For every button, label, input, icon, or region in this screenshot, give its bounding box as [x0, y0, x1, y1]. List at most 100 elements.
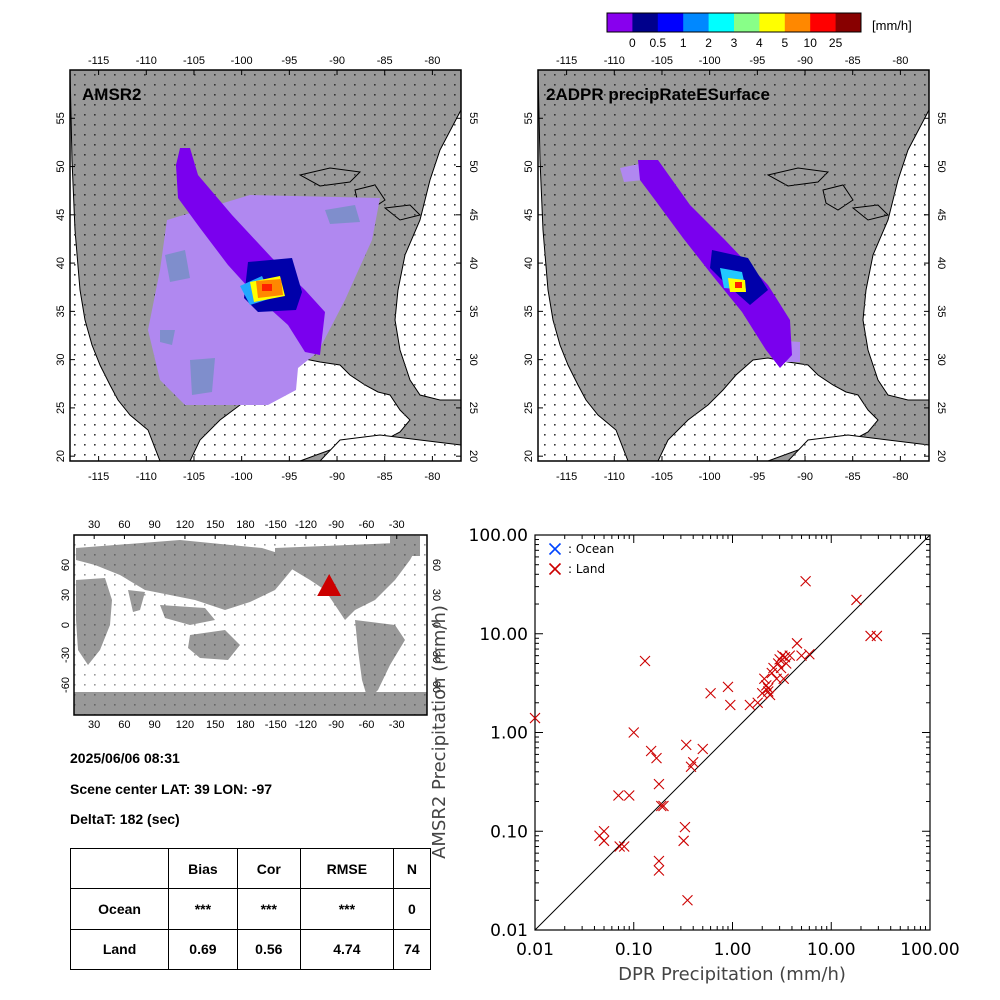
- world-lon-tick-label: -90: [328, 519, 344, 531]
- stats-header-cell: N: [392, 847, 432, 890]
- scatter-point: [752, 697, 764, 709]
- scatter-point-stroke: [614, 841, 626, 852]
- world-lon-tick-label: 30: [88, 719, 100, 731]
- scatter-point: [778, 673, 790, 685]
- map-lon-tick-label: -95: [749, 55, 765, 67]
- stats-cell: 0.56: [236, 928, 301, 971]
- one-to-one-line: [534, 534, 931, 931]
- colorbar-tick-label: 2: [705, 36, 712, 50]
- scatter-point: [762, 682, 774, 694]
- scatter-point-stroke: [653, 855, 665, 867]
- map-lat-tick-label: 25: [55, 402, 67, 414]
- world-lon-tick-label: 60: [118, 519, 130, 531]
- map-lat-tick-label: 30: [935, 354, 947, 366]
- stats-cell: 0.69: [168, 928, 238, 971]
- map-lat-tick-label: 40: [467, 257, 479, 269]
- world-lon-tick-label: -30: [389, 519, 405, 531]
- map-lon-tick-label: -100: [231, 471, 253, 483]
- stats-cell: ***: [168, 888, 238, 930]
- map-lon-tick-label: -115: [88, 471, 109, 483]
- legend-label: : Ocean: [568, 542, 614, 556]
- world-map-panel: 30 30 60 60 90 90 120 120 150 150 180 180 -150 -150 -1…: [60, 519, 442, 731]
- scatter-legend: : Ocean : Land: [548, 542, 614, 576]
- stats-header-cell: RMSE: [299, 847, 394, 890]
- scatter-point: [724, 699, 736, 711]
- map-lat-tick-label: 55: [55, 112, 67, 124]
- amsr2-map-panel: -115 -115 -110 -110 -105 -105 -100 -100 -95 -95 -9…: [55, 55, 479, 483]
- scatter-point: [800, 575, 811, 587]
- scatter-point: [598, 835, 610, 847]
- scatter-point-stroke: [851, 594, 862, 606]
- scatter-point: [791, 637, 803, 649]
- amsr2-precip-layer: [148, 148, 380, 405]
- map-lon-tick-label: -105: [651, 55, 673, 67]
- colorbar-tick-label: 0.5: [649, 36, 666, 50]
- scatter-point-stroke: [655, 800, 667, 812]
- scatter-point-stroke: [697, 743, 709, 755]
- legend-label: : Land: [568, 562, 605, 576]
- scatter-point: [658, 800, 669, 812]
- world-lon-tick-label: 90: [149, 519, 161, 531]
- scatter-point-stroke: [682, 894, 693, 906]
- colorbar-tick-label: 0: [629, 36, 636, 50]
- world-lon-tick-label: 120: [176, 519, 194, 531]
- map-axis-ticks: -115 -115 -110 -110 -105 -105 -100 -100 -95 -95 -9…: [523, 55, 947, 483]
- world-lon-tick-label: -90: [328, 719, 344, 731]
- map-lon-tick-label: -90: [797, 471, 813, 483]
- map-lon-tick-label: -100: [699, 471, 721, 483]
- colorbar-tick-label: 1: [680, 36, 687, 50]
- scene-center-marker: [317, 574, 342, 596]
- world-lat-tick-label: 60: [430, 559, 442, 571]
- scatter-point-stroke: [760, 679, 772, 691]
- colorbar-swatch: [835, 13, 862, 32]
- scatter-point-stroke: [800, 575, 811, 587]
- scatter-point: [628, 727, 640, 738]
- world-lon-tick-label: 180: [236, 719, 254, 731]
- colorbar-swatch: [708, 13, 735, 32]
- map-lon-tick-label: -95: [281, 55, 297, 67]
- map-lat-tick-label: 45: [55, 209, 67, 221]
- scatter-point: [623, 790, 635, 801]
- scatter-point: [679, 821, 691, 833]
- map-lon-tick-label: -85: [845, 471, 861, 483]
- scatter-point-stroke: [784, 650, 796, 662]
- map-lat-tick-label: 20: [523, 450, 535, 462]
- map-lat-tick-label: 40: [523, 257, 535, 269]
- scatter-point: [705, 687, 716, 699]
- scatter-point-stroke: [679, 821, 691, 833]
- stats-row-ocean: Ocean *** *** *** 0: [69, 888, 432, 930]
- world-lat-tick-label: 30: [60, 589, 72, 601]
- scatter-x-tick-label: 10.00: [807, 940, 856, 960]
- scatter-point-stroke: [796, 650, 807, 662]
- scatter-point: [780, 658, 792, 669]
- world-lat-tick-label: 0: [60, 622, 72, 628]
- world-lon-tick-label: -120: [295, 519, 317, 531]
- scatter-point: [598, 825, 610, 837]
- scatter-point-stroke: [758, 673, 770, 685]
- map-lat-tick-label: 20: [467, 450, 479, 462]
- map-lon-tick-label: -105: [183, 471, 205, 483]
- scatter-point-stroke: [653, 778, 665, 790]
- world-lon-tick-label: -150: [265, 719, 287, 731]
- scene-center-label: Scene center LAT: 39 LON: -97: [70, 781, 273, 797]
- colorbar-swatch: [657, 13, 684, 32]
- scatter-point: [614, 841, 626, 852]
- map-lon-tick-label: -95: [281, 471, 297, 483]
- scatter-point-stroke: [678, 835, 690, 847]
- colorbar-tick-label: 4: [756, 36, 763, 50]
- colorbar-frame: [606, 12, 862, 33]
- scatter-point: [653, 778, 665, 790]
- scatter-point-stroke: [623, 790, 635, 801]
- scatter-y-tick-label: 0.10: [490, 822, 528, 842]
- scatter-x-axis-label: DPR Precipitation (mm/h): [618, 964, 846, 985]
- scatter-point: [760, 679, 772, 691]
- scatter-point: [645, 745, 657, 757]
- colorbar-unit-label: [mm/h]: [872, 18, 912, 33]
- scatter-point: [762, 686, 774, 697]
- legend-marker: [548, 542, 562, 556]
- map-lon-tick-label: -115: [556, 471, 577, 483]
- stats-cell: Land: [69, 928, 170, 971]
- scatter-point-stroke: [791, 637, 803, 649]
- map-lon-tick-label: -105: [183, 55, 205, 67]
